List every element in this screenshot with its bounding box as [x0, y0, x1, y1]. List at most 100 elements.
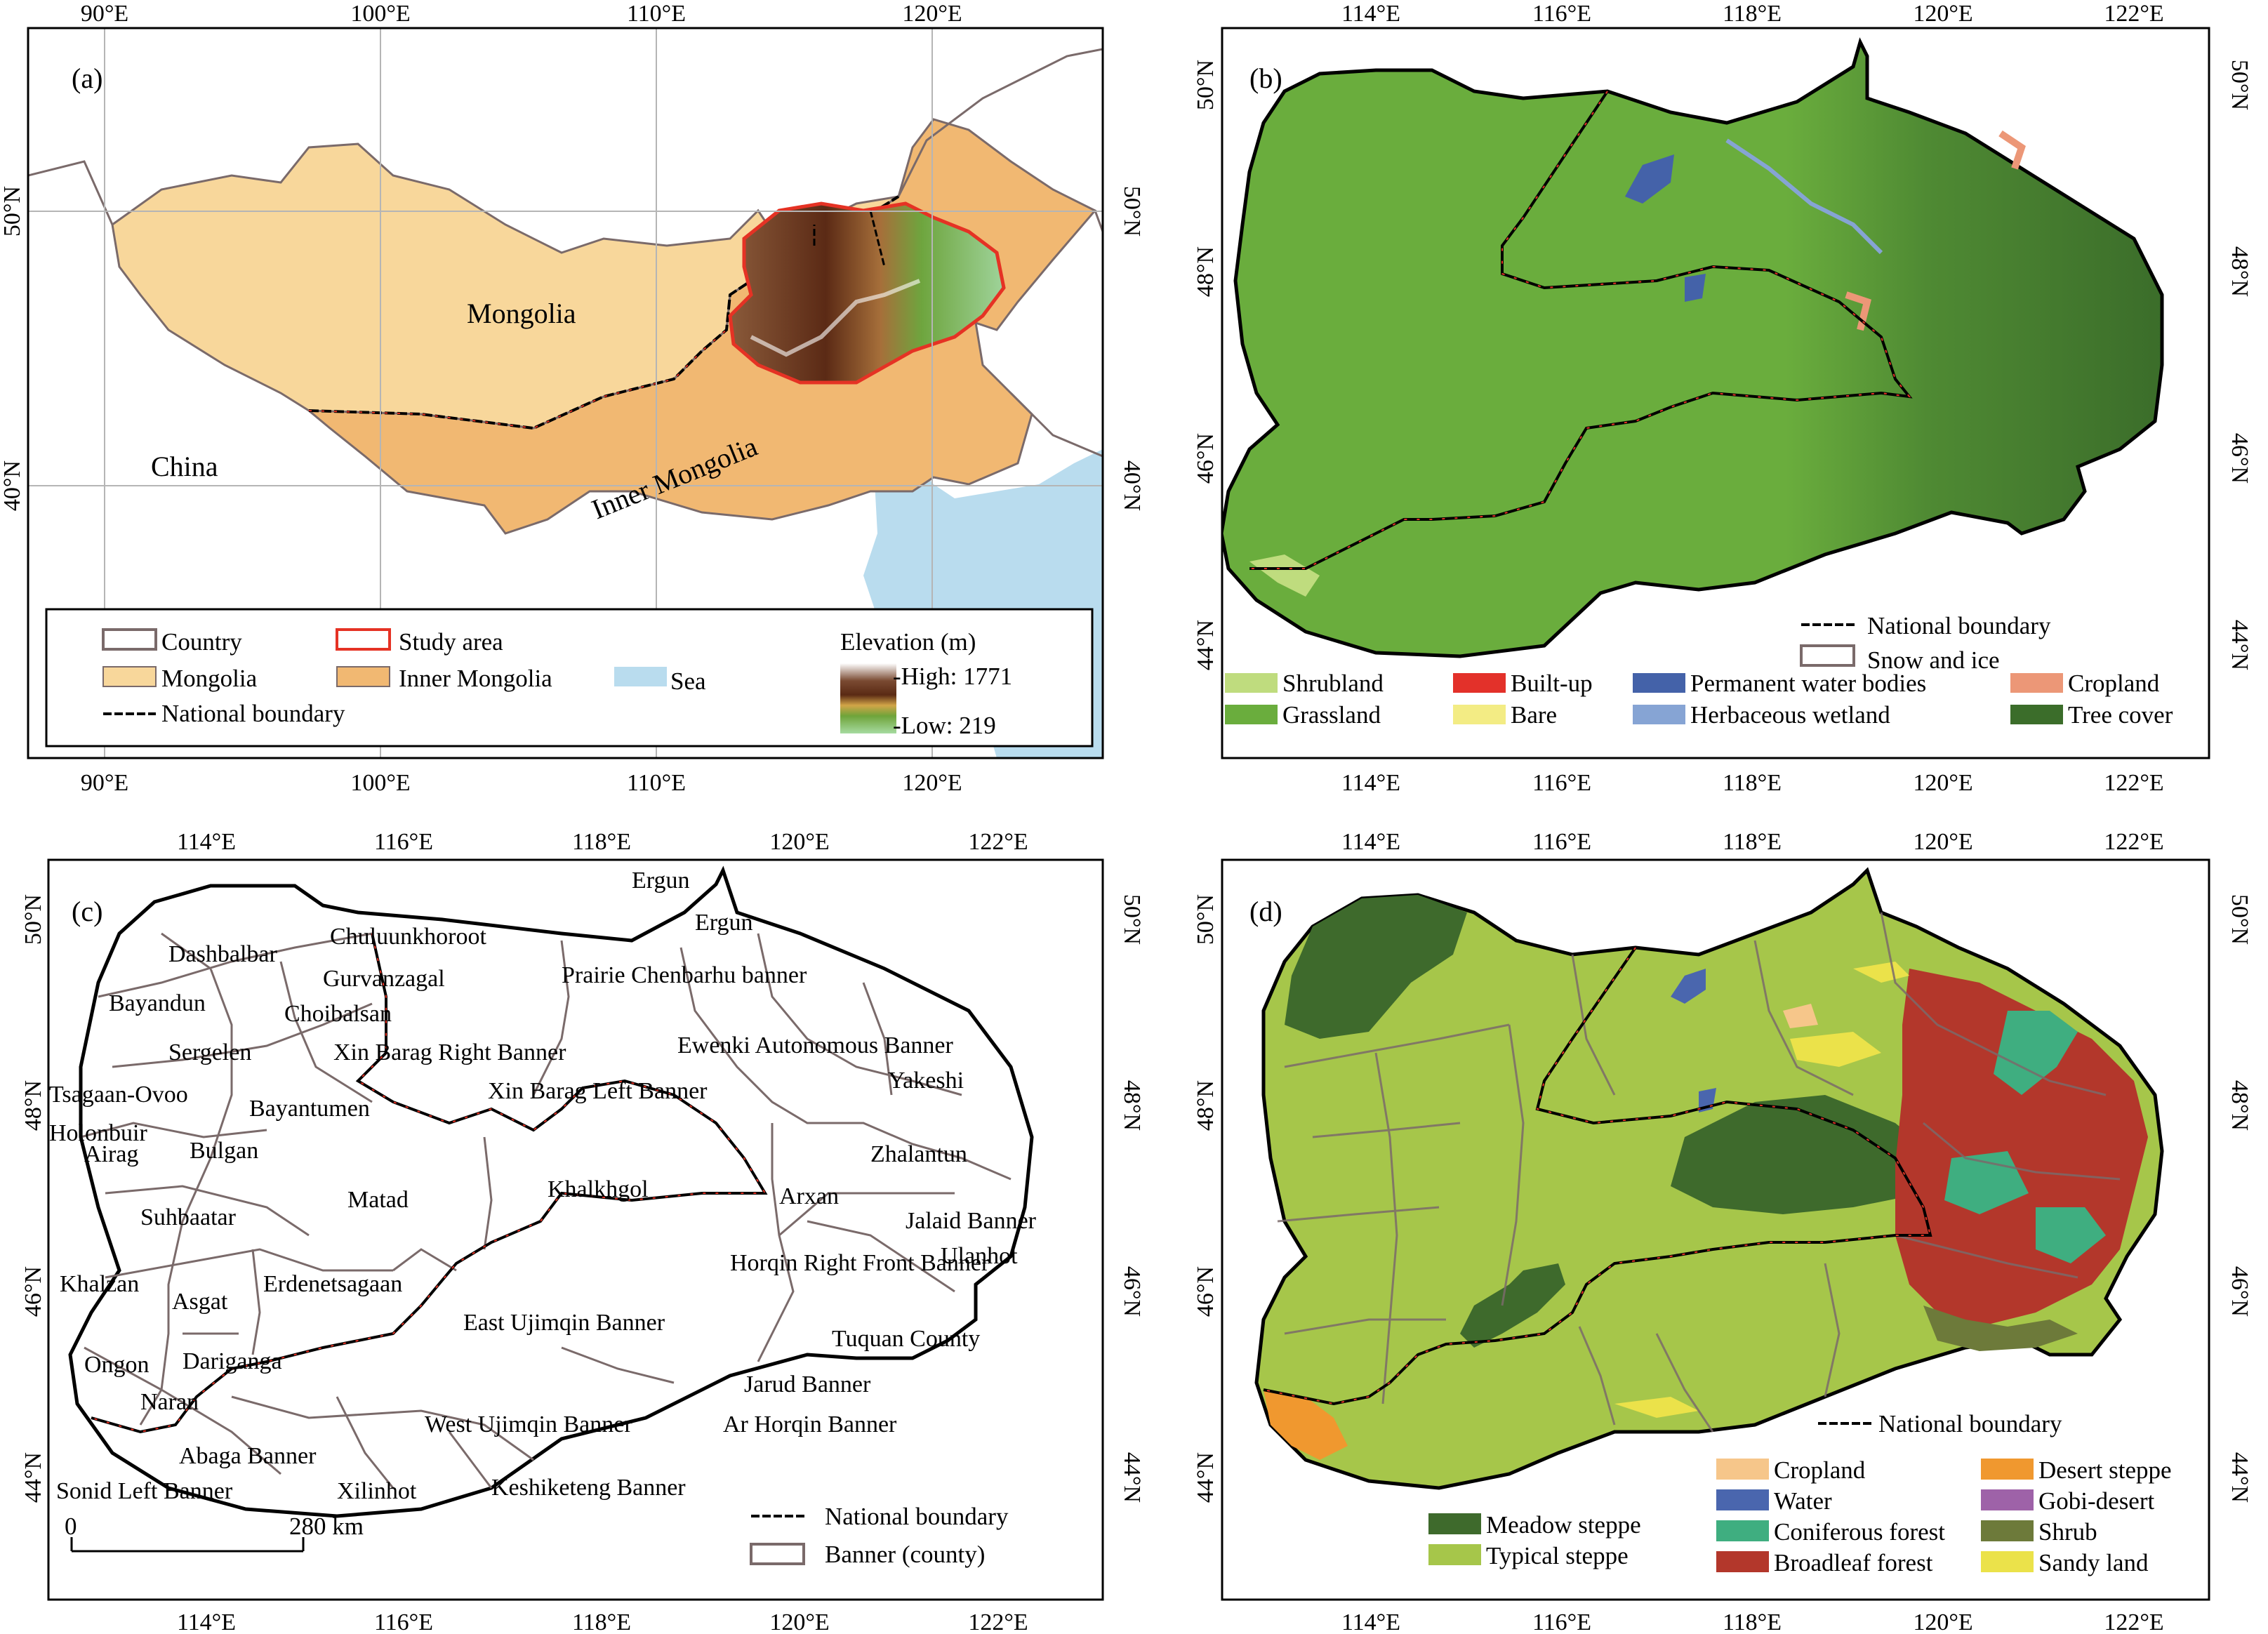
- legend-d-item: Typical steppe: [1486, 1542, 1629, 1569]
- legend-b-snow-ice: Snow and ice: [1867, 646, 2000, 674]
- place-label: Matad: [347, 1187, 409, 1213]
- legend-mongolia: Mongolia: [161, 665, 258, 692]
- legend-d-swatch: [1428, 1544, 1481, 1565]
- legend-c-banner: Banner (county): [825, 1541, 985, 1568]
- place-label: Arxan: [779, 1183, 839, 1209]
- place-label: West Ujimqin Banner: [425, 1412, 632, 1437]
- place-label: Yakeshi: [888, 1068, 964, 1094]
- legend-b-item: Herbaceous wetland: [1690, 701, 1890, 729]
- tick-right: 44°N: [1119, 1452, 1145, 1503]
- tick-bottom: 118°E: [1723, 1609, 1782, 1634]
- place-label: Ergun: [695, 910, 752, 936]
- tick-right: 48°N: [2227, 1080, 2253, 1131]
- place-label: East Ujimqin Banner: [463, 1310, 665, 1336]
- tick-left: 46°N: [1193, 433, 1219, 484]
- label-mongolia: Mongolia: [467, 298, 576, 329]
- legend-elevation-high: -High: 1771: [893, 663, 1012, 690]
- tick-left: 48°N: [1193, 246, 1219, 297]
- tick-right: 50°N: [1119, 894, 1145, 945]
- legend-elevation-low: -Low: 219: [893, 712, 996, 739]
- legend-d-swatch: [1981, 1489, 2034, 1510]
- place-label: Ulanhot: [941, 1243, 1018, 1269]
- place-label: Prairie Chenbarhu banner: [562, 962, 807, 988]
- tick-bottom: 118°E: [1723, 770, 1782, 796]
- frame-a: [27, 27, 1104, 759]
- scale-label: 280 km: [289, 1513, 364, 1540]
- place-label: Xin Barag Left Banner: [488, 1078, 708, 1104]
- legend-d-item: Meadow steppe: [1486, 1511, 1641, 1539]
- legend-study-area: Study area: [399, 628, 503, 656]
- panel-a: Mongolia China Inner Mongolia (a) Countr…: [0, 1, 1145, 796]
- study-area-banners: [68, 865, 1034, 1518]
- panel-d-label: (d): [1249, 896, 1282, 927]
- tick-bottom: 114°E: [1341, 1609, 1400, 1634]
- tick-left: 40°N: [0, 460, 25, 511]
- legend-b: Shrubland Grassland Built-up Bare Permanent …: [1225, 670, 2173, 729]
- panel-b: (b) National boundary Snow and ice Shrub…: [1193, 1, 2253, 796]
- legend-d-national-boundary: National boundary: [1878, 1410, 2062, 1437]
- legend-d-item: Desert steppe: [2038, 1456, 2172, 1484]
- place-label: Horqin Right Front Banner: [730, 1250, 990, 1276]
- tick-top: 120°E: [769, 829, 829, 855]
- place-label: Zhalantun: [870, 1141, 967, 1167]
- place-label: Gurvanzagal: [323, 966, 445, 992]
- mongolia-area: [111, 142, 899, 430]
- frame-c: [47, 858, 1104, 1601]
- tick-right: 40°N: [1119, 460, 1145, 511]
- panel-a-label: (a): [72, 62, 102, 94]
- place-label: Jalaid Banner: [906, 1208, 1037, 1234]
- ticks-b: 114°E 116°E 118°E 120°E 122°E 114°E 116°E 118°E…: [1193, 1, 2253, 796]
- tick-left: 44°N: [1193, 620, 1219, 670]
- tick-bottom: 114°E: [1341, 770, 1400, 796]
- legend-d-swatch: [1716, 1520, 1769, 1541]
- legend-b-swatch: [1225, 673, 1278, 693]
- legend-d-item: Coniferous forest: [1774, 1518, 1945, 1546]
- place-label: Xin Barag Right Banner: [333, 1039, 566, 1065]
- place-label: Bayandun: [109, 990, 206, 1016]
- place-label: Khalzan: [60, 1271, 139, 1297]
- tick-bottom: 100°E: [350, 770, 410, 796]
- legend-b-item: Bare: [1511, 701, 1557, 729]
- tick-left: 46°N: [20, 1266, 46, 1317]
- tick-top: 90°E: [81, 1, 128, 27]
- tick-top: 122°E: [968, 829, 1028, 855]
- frame-d: [1221, 858, 2210, 1601]
- place-label: Tsagaan-Ovoo: [49, 1082, 188, 1108]
- tick-bottom: 116°E: [374, 1609, 433, 1634]
- legend-swatch-mongolia: [102, 666, 157, 687]
- legend-b-swatch: [1453, 705, 1506, 724]
- legend-d-swatch: [1981, 1459, 2034, 1480]
- tick-top: 122°E: [2104, 1, 2163, 27]
- place-label: Dariganga: [183, 1348, 282, 1374]
- place-label: Ergun: [632, 868, 689, 894]
- tick-top: 122°E: [2104, 829, 2163, 855]
- place-label: Sergelen: [168, 1039, 251, 1065]
- legend-swatch-sea: [614, 667, 667, 686]
- place-label: Holonbuir: [49, 1120, 147, 1146]
- legend-swatch-inner-mongolia: [336, 666, 390, 687]
- tick-top: 116°E: [374, 829, 433, 855]
- tick-left: 44°N: [20, 1452, 46, 1503]
- tick-bottom: 116°E: [1532, 770, 1591, 796]
- tick-left: 50°N: [1193, 894, 1219, 945]
- tick-top: 116°E: [1532, 829, 1591, 855]
- legend-d-swatch: [1981, 1520, 2034, 1541]
- place-label: Abaga Banner: [179, 1443, 317, 1469]
- place-label: Bulgan: [190, 1138, 258, 1164]
- tick-right: 46°N: [1119, 1266, 1145, 1317]
- tick-top: 116°E: [1532, 1, 1591, 27]
- study-area-dem: [728, 201, 1006, 385]
- elevation-ramp: [840, 663, 896, 733]
- tick-bottom: 120°E: [902, 770, 962, 796]
- tick-right: 44°N: [2227, 1452, 2253, 1503]
- tick-top: 114°E: [1341, 829, 1400, 855]
- tick-right: 50°N: [2227, 894, 2253, 945]
- tick-left: 46°N: [1193, 1266, 1219, 1317]
- legend-inner-mongolia: Inner Mongolia: [399, 665, 552, 692]
- place-label: Asgat: [172, 1289, 228, 1315]
- tick-left: 44°N: [1193, 1452, 1219, 1503]
- tick-left: 50°N: [0, 186, 25, 237]
- tick-right: 50°N: [1119, 186, 1145, 237]
- tick-top: 114°E: [177, 829, 236, 855]
